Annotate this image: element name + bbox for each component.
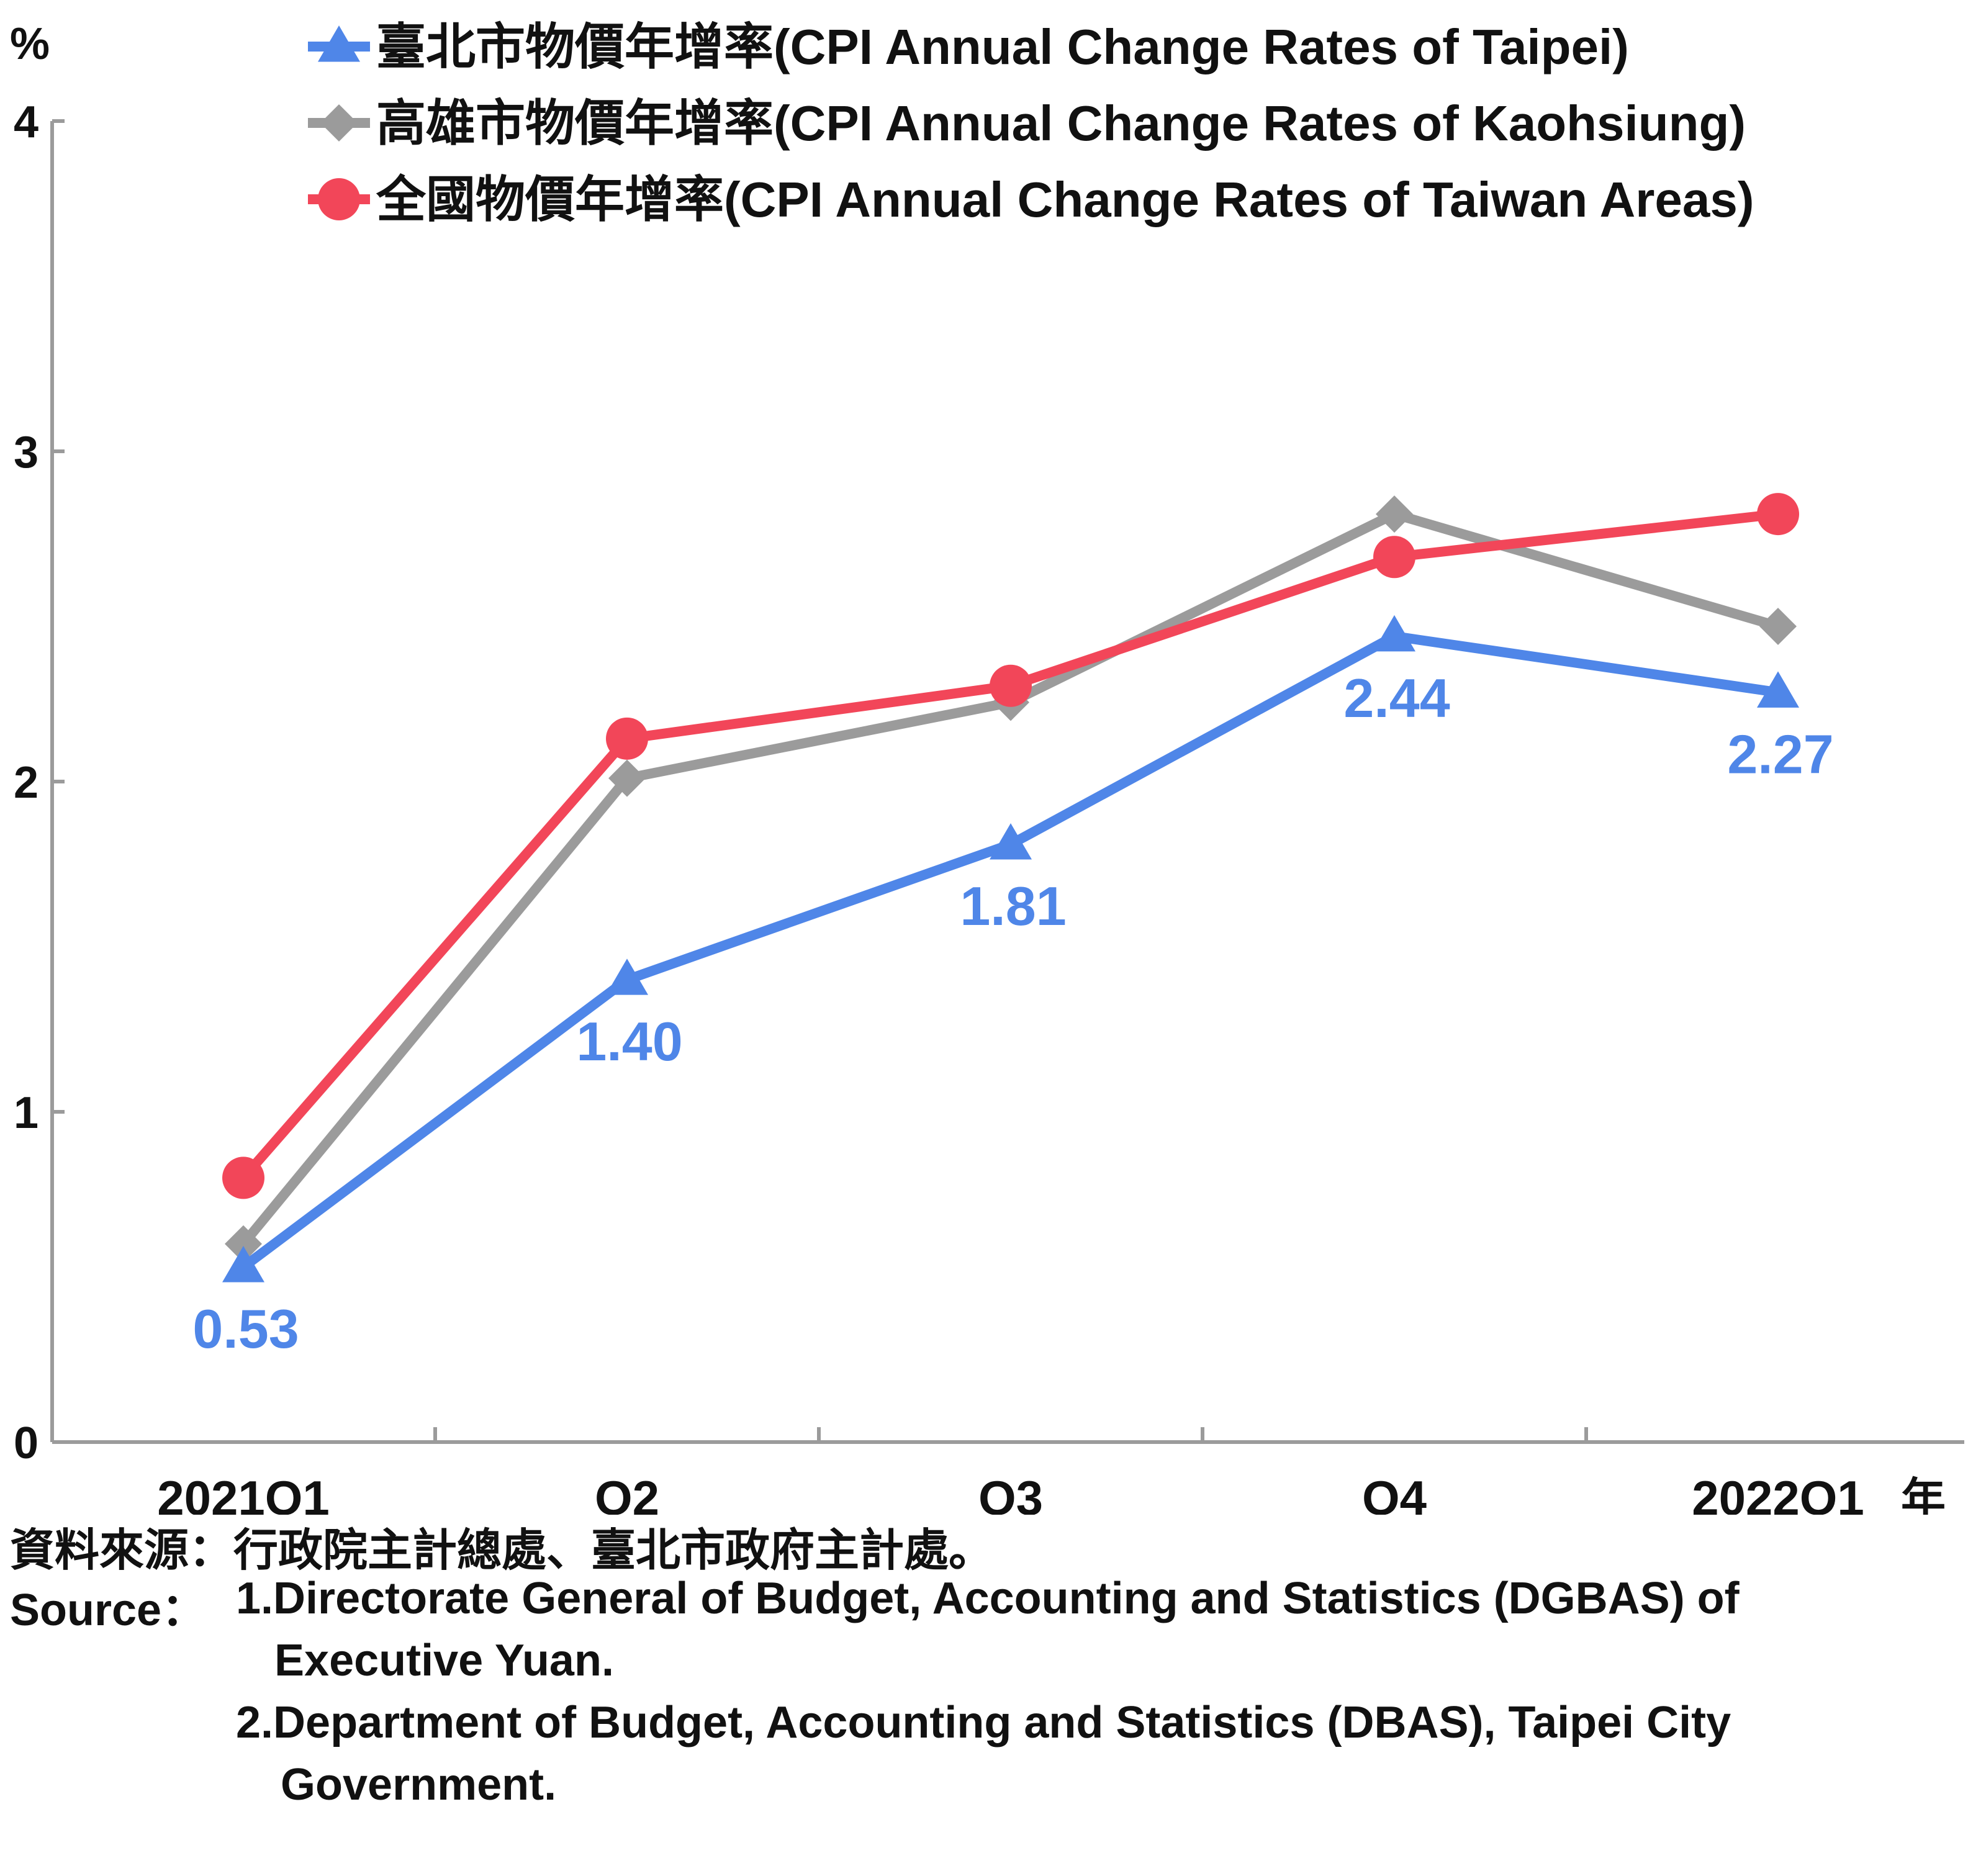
legend: 臺北市物價年增率(CPI Annual Change Rates of Taip… <box>308 19 1754 227</box>
y-unit-label: % <box>10 19 50 69</box>
data-point <box>1757 493 1799 536</box>
data-point <box>1757 671 1799 708</box>
series-line <box>238 631 1783 1273</box>
x-tick-label: 2021Q1 <box>157 1471 330 1515</box>
data-point <box>222 1246 264 1283</box>
y-tick-label: 4 <box>14 97 38 147</box>
source-item1-line2: Executive Yuan. <box>274 1636 614 1685</box>
data-point <box>990 823 1032 860</box>
legend-label: 全國物價年增率(CPI Annual Change Rates of Taiwa… <box>376 172 1754 227</box>
legend-label: 臺北市物價年增率(CPI Annual Change Rates of Taip… <box>376 19 1629 74</box>
source-zh: 資料來源：行政院主計總處、臺北市政府主計處。 <box>10 1526 994 1576</box>
data-point <box>222 1157 264 1199</box>
data-point <box>1376 495 1413 533</box>
data-labels: 0.53 1.40 1.81 2.44 2.27 <box>192 667 1833 1360</box>
data-label: 2.44 <box>1343 667 1450 729</box>
data-point <box>606 717 648 760</box>
x-tick-label: Q3 <box>978 1471 1043 1515</box>
series-markers <box>222 493 1799 1283</box>
data-point <box>606 958 648 995</box>
x-unit-label: 年 <box>1901 1475 1946 1515</box>
source-item1-line1: 1.Directorate General of Budget, Account… <box>236 1574 1740 1623</box>
data-label: 0.53 <box>192 1298 299 1360</box>
y-tick-label: 2 <box>14 758 38 808</box>
data-label: 1.81 <box>960 875 1066 937</box>
x-tick-label: 2022Q1 <box>1692 1471 1864 1515</box>
source-label: Source： <box>10 1585 207 1635</box>
legend-swatch-marker <box>318 178 360 220</box>
cpi-line-chart: % 年 0 1 2 3 4 2021Q1 Q2 Q3 Q4 2022Q1 0.53 1.40 1.81… <box>10 19 1964 1515</box>
source-item2-line2: Government. <box>281 1760 557 1810</box>
data-point <box>1373 615 1415 652</box>
axis-ticks: 0 1 2 3 4 2021Q1 Q2 Q3 Q4 2022Q1 <box>14 97 1864 1515</box>
x-tick-label: Q4 <box>1362 1471 1427 1515</box>
legend-label: 高雄市物價年增率(CPI Annual Change Rates of Kaoh… <box>376 96 1746 151</box>
legend-swatch-marker <box>318 25 360 62</box>
legend-swatch-marker <box>320 104 358 142</box>
data-point <box>608 759 646 797</box>
data-point <box>225 1225 262 1263</box>
data-label: 2.27 <box>1727 723 1833 785</box>
data-point <box>990 664 1032 707</box>
data-point <box>1759 607 1797 645</box>
data-label: 1.40 <box>576 1011 682 1072</box>
y-tick-label: 0 <box>14 1418 38 1468</box>
y-tick-label: 3 <box>14 428 38 477</box>
y-tick-label: 1 <box>14 1088 38 1138</box>
data-point <box>1373 536 1415 579</box>
source-item2-line1: 2.Department of Budget, Accounting and S… <box>236 1698 1731 1747</box>
x-tick-label: Q2 <box>595 1471 659 1515</box>
